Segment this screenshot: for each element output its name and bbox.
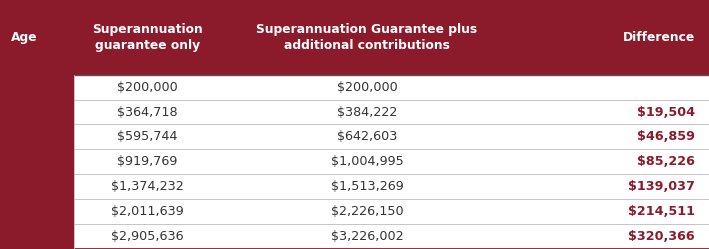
Text: $2,226,150: $2,226,150 [330, 205, 403, 218]
Text: $1,513,269: $1,513,269 [330, 180, 403, 193]
Text: Age: Age [11, 31, 38, 44]
Text: Superannuation
guarantee only: Superannuation guarantee only [91, 23, 203, 52]
Text: $919,769: $919,769 [117, 155, 177, 168]
Text: $139,037: $139,037 [628, 180, 695, 193]
Text: $85,226: $85,226 [637, 155, 695, 168]
Text: $320,366: $320,366 [628, 230, 695, 243]
Text: $200,000: $200,000 [117, 81, 177, 94]
Text: $46,859: $46,859 [637, 130, 695, 143]
Text: $200,000: $200,000 [337, 81, 397, 94]
Bar [74, 75, 709, 249]
Text: $1,004,995: $1,004,995 [330, 155, 403, 168]
Text: $2,011,639: $2,011,639 [111, 205, 184, 218]
Text: 45: 45 [28, 155, 46, 168]
Text: 50: 50 [28, 180, 46, 193]
Text: $3,226,002: $3,226,002 [330, 230, 403, 243]
Text: $1,374,232: $1,374,232 [111, 180, 184, 193]
Text: $2,905,636: $2,905,636 [111, 230, 184, 243]
Text: 40: 40 [28, 130, 46, 143]
Text: 60: 60 [28, 230, 46, 243]
Text: $214,511: $214,511 [628, 205, 695, 218]
Text: $19,504: $19,504 [637, 106, 695, 119]
Text: 35: 35 [28, 106, 46, 119]
Text: Difference: Difference [623, 31, 695, 44]
Text: $595,744: $595,744 [117, 130, 177, 143]
Text: 55: 55 [28, 205, 46, 218]
Text: $364,718: $364,718 [117, 106, 177, 119]
Text: $642,603: $642,603 [337, 130, 397, 143]
Text: Superannuation Guarantee plus
additional contributions: Superannuation Guarantee plus additional… [257, 23, 477, 52]
Text: 30: 30 [28, 81, 46, 94]
Text: $384,222: $384,222 [337, 106, 397, 119]
